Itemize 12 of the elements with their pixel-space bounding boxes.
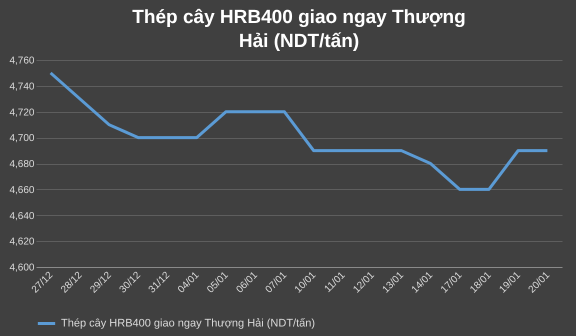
y-tick-label: 4,700	[9, 133, 35, 144]
y-tick-label: 4,640	[9, 210, 35, 222]
y-tick-label: 4,740	[9, 81, 35, 92]
y-tick-label: 4,620	[9, 236, 35, 248]
y-tick-label: 4,600	[9, 262, 35, 274]
y-tick-label: 4,660	[9, 184, 35, 196]
y-tick-label: 4,760	[9, 56, 35, 66]
line-series	[49, 71, 549, 191]
y-tick-label: 4,720	[9, 107, 35, 118]
y-tick-label: 4,680	[9, 159, 35, 170]
chart-title: Thép cây HRB400 giao ngay Thượng Hải (NDT/tấn)	[132, 7, 466, 52]
legend-label: Thép cây HRB400 giao ngay Thượng Hải (NDT/tấn)	[61, 318, 316, 330]
